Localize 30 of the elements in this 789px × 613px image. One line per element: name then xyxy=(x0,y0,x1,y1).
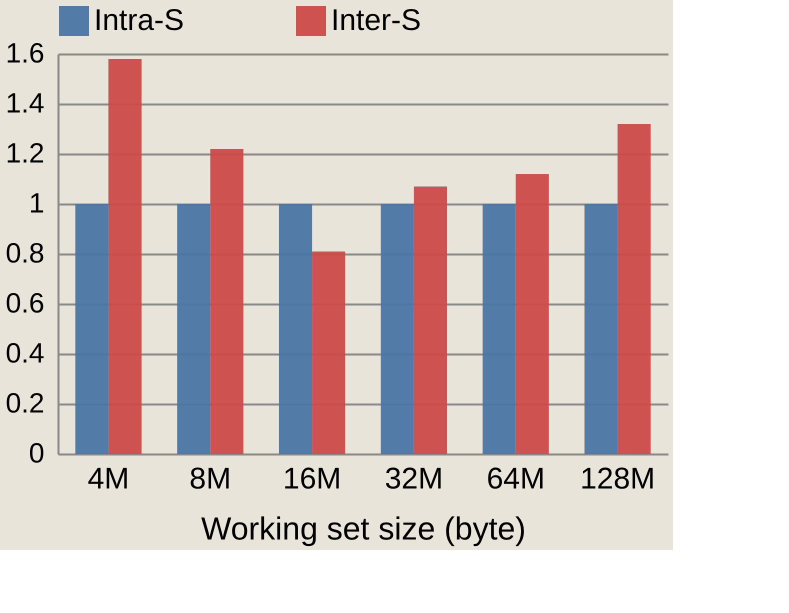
y-tick-label: 1.6 xyxy=(6,38,44,68)
bar xyxy=(584,204,618,454)
y-tick-label: 1.2 xyxy=(6,138,44,168)
x-axis-title: Working set size (byte) xyxy=(201,510,526,546)
y-tick-label: 1.4 xyxy=(6,88,44,118)
bar xyxy=(618,124,651,454)
bar xyxy=(75,204,108,454)
x-tick-label: 64M xyxy=(486,462,545,496)
bar xyxy=(482,204,516,454)
x-tick-label: 128M xyxy=(580,462,656,496)
bar xyxy=(312,252,346,454)
bar xyxy=(516,174,549,454)
y-tick-label: 0.8 xyxy=(6,238,44,268)
legend-label: Inter-S xyxy=(331,4,422,37)
x-tick-label: 32M xyxy=(384,462,444,496)
y-tick-label: 1 xyxy=(28,188,44,218)
bar xyxy=(278,204,312,454)
bar xyxy=(414,186,448,454)
bar xyxy=(210,149,244,454)
legend-label: Intra-S xyxy=(94,4,184,37)
x-tick-label: 4M xyxy=(88,462,130,496)
bar xyxy=(108,59,142,454)
y-tick-label: 0.2 xyxy=(6,388,44,418)
bar xyxy=(380,204,414,454)
y-tick-label: 0.6 xyxy=(6,288,44,318)
y-tick-label: 0.4 xyxy=(6,338,44,368)
x-tick-label: 16M xyxy=(282,462,342,496)
bar xyxy=(177,204,210,454)
y-tick-label: 0 xyxy=(28,438,44,468)
x-tick-label: 8M xyxy=(189,462,232,496)
